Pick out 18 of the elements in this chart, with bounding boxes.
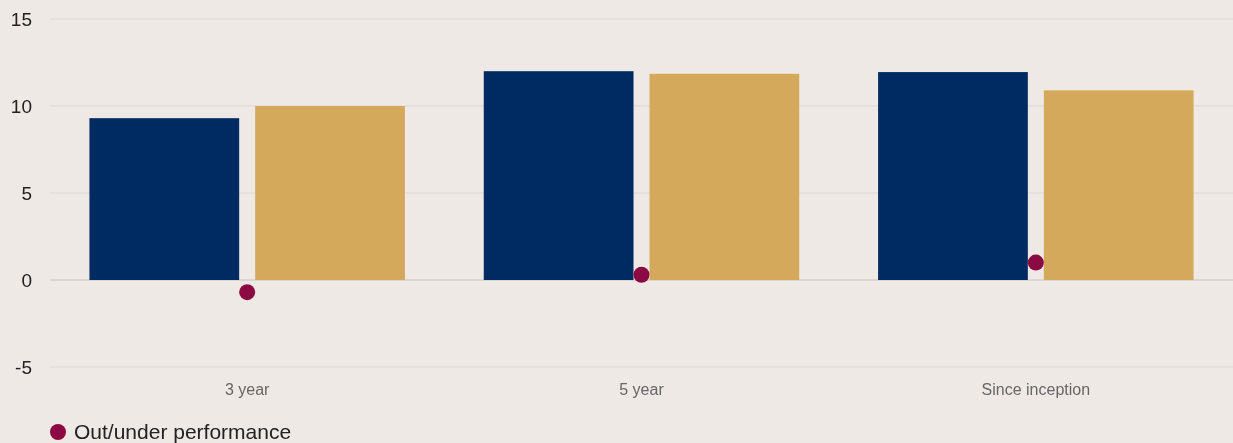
x-tick-label: 3 year [224, 381, 271, 398]
bar [878, 72, 1028, 280]
bar [1043, 90, 1194, 280]
point [239, 284, 256, 301]
x-tick-label: Since inception [981, 381, 1091, 398]
y-tick-label: 5 [21, 182, 32, 204]
y-tick-label: 0 [21, 269, 32, 291]
x-tick-label: 5 year [619, 381, 665, 398]
bar [649, 73, 800, 280]
point [1027, 254, 1044, 271]
bar [89, 118, 240, 280]
y-tick-label: 10 [10, 95, 32, 117]
y-tick-label: 15 [10, 8, 32, 30]
bar [483, 71, 634, 280]
y-tick-label: -5 [15, 356, 32, 378]
point [633, 266, 650, 283]
legend-label: Out/under performance [74, 420, 292, 443]
bar [255, 106, 405, 280]
